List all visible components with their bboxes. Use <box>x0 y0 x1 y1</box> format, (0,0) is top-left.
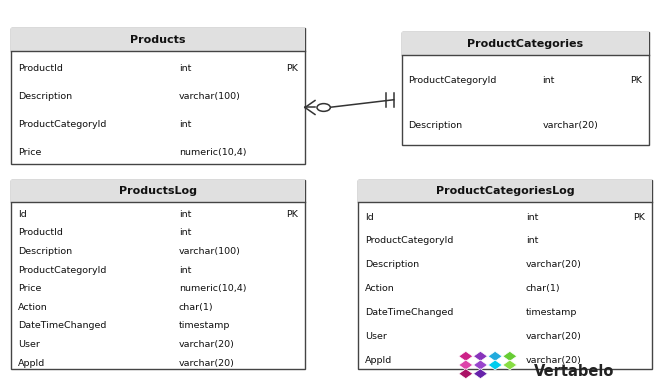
Text: numeric(10,4): numeric(10,4) <box>179 149 247 158</box>
Text: Id: Id <box>18 210 27 219</box>
FancyBboxPatch shape <box>11 28 305 51</box>
Polygon shape <box>459 369 473 379</box>
Text: timestamp: timestamp <box>526 308 577 317</box>
Text: timestamp: timestamp <box>179 321 230 330</box>
Text: Price: Price <box>18 284 42 293</box>
Text: Action: Action <box>18 303 48 312</box>
Text: ProductId: ProductId <box>18 229 63 238</box>
Text: DateTimeChanged: DateTimeChanged <box>18 321 107 330</box>
Text: ProductCategories: ProductCategories <box>467 39 583 49</box>
Text: PK: PK <box>287 64 298 73</box>
Text: AppId: AppId <box>18 358 46 367</box>
Text: int: int <box>179 229 191 238</box>
Text: ProductCategoryId: ProductCategoryId <box>409 76 496 85</box>
Text: char(1): char(1) <box>179 303 213 312</box>
Text: Description: Description <box>18 247 72 256</box>
Text: PK: PK <box>287 210 298 219</box>
FancyBboxPatch shape <box>358 179 652 202</box>
FancyBboxPatch shape <box>11 28 305 164</box>
Text: varchar(20): varchar(20) <box>179 358 234 367</box>
FancyBboxPatch shape <box>402 32 649 55</box>
Text: Description: Description <box>409 121 462 130</box>
Text: ProductId: ProductId <box>18 64 63 73</box>
Text: varchar(20): varchar(20) <box>526 260 582 269</box>
Text: int: int <box>179 266 191 275</box>
Text: varchar(20): varchar(20) <box>543 121 598 130</box>
Polygon shape <box>503 360 517 370</box>
Text: ProductCategoriesLog: ProductCategoriesLog <box>436 186 574 196</box>
Text: Description: Description <box>18 92 72 101</box>
Text: ProductCategoryId: ProductCategoryId <box>18 266 107 275</box>
Polygon shape <box>488 351 502 361</box>
Text: User: User <box>18 340 40 349</box>
FancyBboxPatch shape <box>11 179 305 202</box>
Text: Price: Price <box>18 149 42 158</box>
Polygon shape <box>459 360 473 370</box>
Polygon shape <box>503 351 517 361</box>
Polygon shape <box>474 351 488 361</box>
Polygon shape <box>459 351 473 361</box>
Text: int: int <box>526 236 538 245</box>
Text: int: int <box>179 64 191 73</box>
Text: Vertabelo: Vertabelo <box>534 364 614 379</box>
Text: PK: PK <box>633 213 645 222</box>
Text: int: int <box>179 210 191 219</box>
Text: Description: Description <box>365 260 419 269</box>
Text: Products: Products <box>131 35 186 45</box>
Text: int: int <box>179 120 191 129</box>
Text: ProductCategoryId: ProductCategoryId <box>18 120 107 129</box>
Text: AppId: AppId <box>365 356 392 365</box>
Text: DateTimeChanged: DateTimeChanged <box>365 308 454 317</box>
Circle shape <box>317 104 330 112</box>
Text: ProductCategoryId: ProductCategoryId <box>365 236 454 245</box>
Text: Id: Id <box>365 213 374 222</box>
Polygon shape <box>474 369 488 379</box>
FancyBboxPatch shape <box>402 32 649 145</box>
Text: ProductsLog: ProductsLog <box>119 186 197 196</box>
Text: varchar(100): varchar(100) <box>179 92 241 101</box>
Text: Action: Action <box>365 284 395 293</box>
Polygon shape <box>488 360 502 370</box>
Text: numeric(10,4): numeric(10,4) <box>179 284 247 293</box>
FancyBboxPatch shape <box>358 179 652 369</box>
Text: varchar(20): varchar(20) <box>526 332 582 341</box>
FancyBboxPatch shape <box>11 179 305 369</box>
Polygon shape <box>474 360 488 370</box>
Text: varchar(20): varchar(20) <box>526 356 582 365</box>
Text: varchar(100): varchar(100) <box>179 247 241 256</box>
Text: int: int <box>526 213 538 222</box>
Text: PK: PK <box>630 76 642 85</box>
Text: int: int <box>543 76 555 85</box>
Text: User: User <box>365 332 387 341</box>
Text: char(1): char(1) <box>526 284 560 293</box>
Text: varchar(20): varchar(20) <box>179 340 234 349</box>
